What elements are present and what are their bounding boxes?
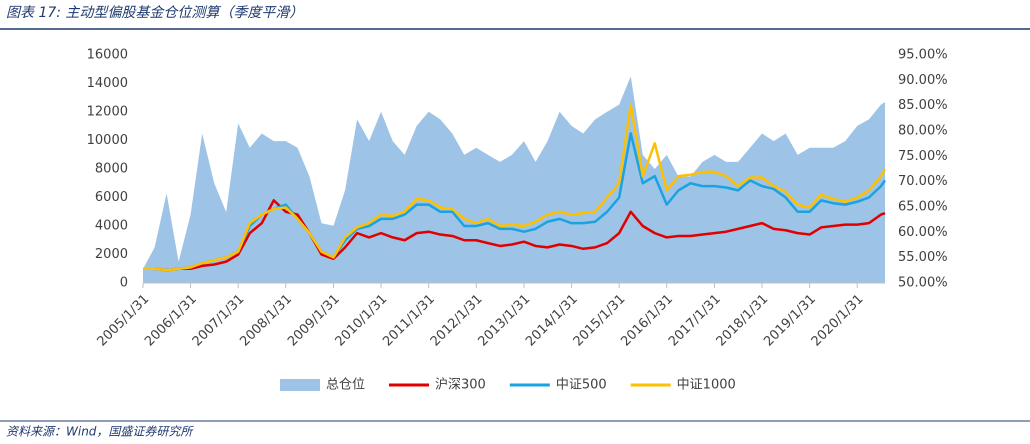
legend-label: 中证1000 — [677, 378, 736, 393]
y2-tick-label: 80.00% — [898, 124, 948, 139]
y-tick-label: 4000 — [95, 219, 128, 234]
area — [143, 76, 885, 283]
chart-title: 图表 17: 主动型偏股基金仓位测算（季度平滑） — [6, 5, 303, 21]
y-tick-label: 8000 — [95, 162, 128, 177]
legend-label: 沪深300 — [435, 377, 486, 393]
x-tick-label: 2020/1/31 — [809, 292, 867, 350]
y-tick-label: 2000 — [95, 247, 128, 262]
y2-tick-label: 70.00% — [898, 174, 948, 189]
y-tick-label: 14000 — [87, 76, 128, 91]
y2-tick-label: 85.00% — [898, 98, 948, 113]
y2-tick-label: 60.00% — [898, 225, 948, 240]
legend-swatch — [280, 379, 320, 391]
y2-tick-label: 55.00% — [898, 250, 948, 265]
line — [143, 103, 887, 272]
legend-label: 总仓位 — [326, 378, 365, 393]
y2-tick-label: 95.00% — [898, 48, 948, 63]
y2-tick-label: 75.00% — [898, 149, 948, 164]
y-tick-label: 6000 — [95, 190, 128, 205]
legend-label: 中证500 — [556, 378, 607, 393]
y-tick-label: 0 — [120, 276, 128, 291]
y2-tick-label: 90.00% — [898, 73, 948, 88]
y-tick-label: 10000 — [87, 133, 128, 148]
source-note: 资料来源：Wind，国盛证券研究所 — [6, 425, 194, 439]
y-tick-label: 12000 — [87, 105, 128, 120]
y2-tick-label: 50.00% — [898, 276, 948, 291]
y-tick-label: 16000 — [87, 48, 128, 63]
y2-tick-label: 65.00% — [898, 200, 948, 215]
